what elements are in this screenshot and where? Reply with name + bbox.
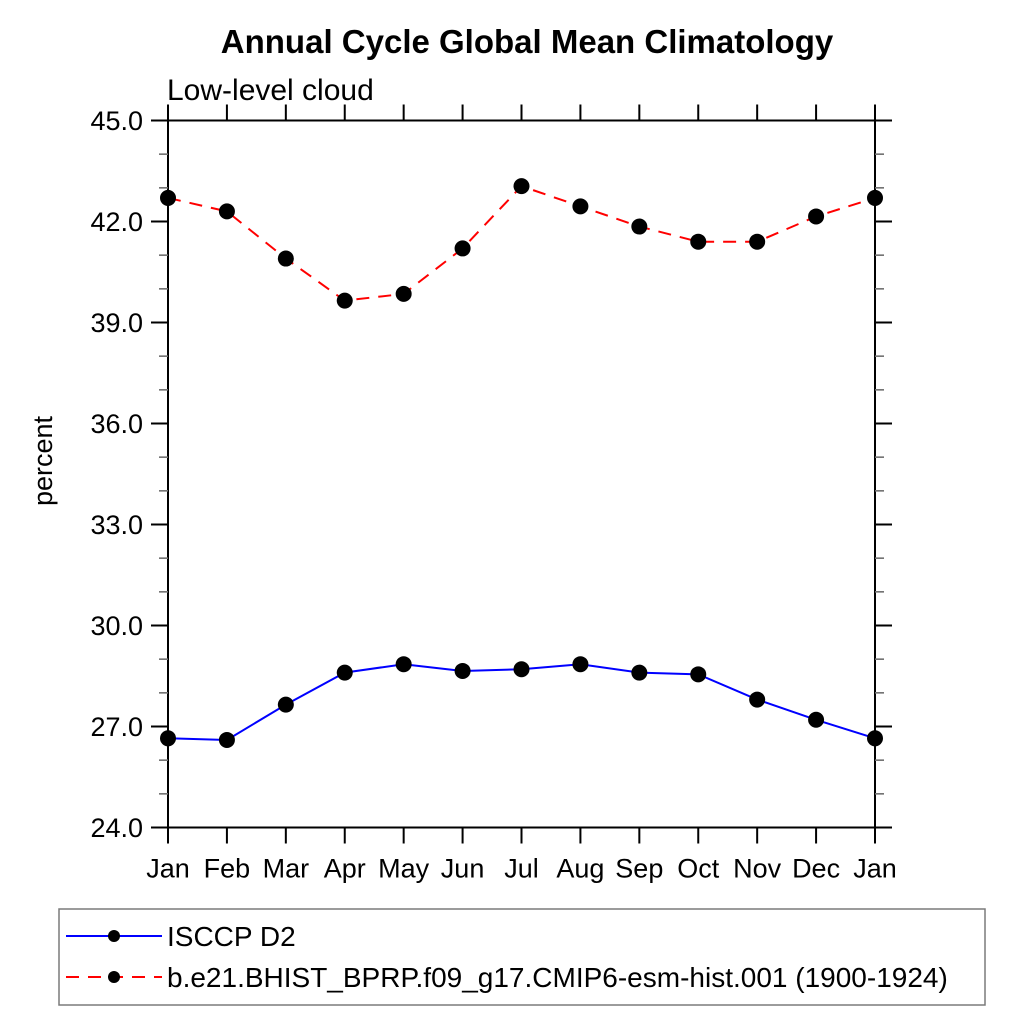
data-point-marker — [395, 656, 412, 673]
data-point-marker — [867, 730, 883, 747]
x-tick-label: Jun — [441, 854, 485, 884]
data-point-marker — [690, 666, 707, 683]
x-tick-label: Aug — [556, 854, 604, 884]
y-tick-label: 33.0 — [90, 510, 143, 540]
chart-subtitle: Low-level cloud — [167, 74, 374, 107]
x-tick-label: Oct — [677, 854, 720, 884]
series-group — [160, 178, 883, 748]
data-point-marker — [336, 292, 353, 309]
data-point-marker — [454, 240, 471, 257]
y-axis-label: percent — [28, 415, 58, 506]
data-point-marker — [572, 198, 589, 215]
data-point-marker — [808, 208, 825, 225]
data-point-marker — [749, 233, 766, 250]
data-point-marker — [277, 696, 294, 713]
legend-marker-circle — [108, 930, 120, 942]
data-point-marker — [395, 285, 412, 302]
y-tick-label: 36.0 — [90, 409, 143, 439]
data-point-marker — [690, 233, 707, 250]
data-point-marker — [513, 661, 530, 678]
x-tick-label: Sep — [615, 854, 663, 884]
x-tick-label: Feb — [204, 854, 251, 884]
y-tick-label: 39.0 — [90, 308, 143, 338]
legend: ISCCP D2 b.e21.BHIST_BPRP.f09_g17.CMIP6-… — [58, 908, 986, 1006]
data-point-marker — [336, 664, 353, 681]
x-tick-label: Jul — [504, 854, 539, 884]
data-point-marker — [572, 656, 589, 673]
y-tick-label: 24.0 — [90, 813, 143, 843]
data-point-marker — [513, 178, 530, 195]
x-tick-label: May — [378, 854, 430, 884]
x-tick-label: Apr — [324, 854, 366, 884]
chart-title: Annual Cycle Global Mean Climatology — [221, 23, 834, 60]
axes-group: 24.0 27.0 30.0 33.0 36.0 39.0 42.0 45.0 Jan Feb Ma… — [90, 104, 897, 884]
data-point-marker — [631, 218, 648, 235]
data-point-marker — [218, 731, 235, 748]
x-tick-label: Nov — [733, 854, 782, 884]
legend-marker-circle — [108, 971, 120, 983]
data-point-marker — [160, 730, 176, 747]
x-tick-label: Dec — [792, 854, 840, 884]
plot-frame — [167, 119, 876, 829]
y-tick-label: 27.0 — [90, 712, 143, 742]
y-tick-label: 45.0 — [90, 106, 143, 136]
data-point-marker — [867, 189, 883, 206]
legend-box — [58, 908, 986, 1006]
data-point-marker — [749, 691, 766, 708]
y-tick-label: 42.0 — [90, 207, 143, 237]
y-tick-label: 30.0 — [90, 611, 143, 641]
x-tick-label: Jan — [853, 854, 897, 884]
data-point-marker — [218, 203, 235, 220]
series-line — [167, 184, 876, 302]
data-point-marker — [808, 711, 825, 728]
data-point-marker — [454, 662, 471, 679]
x-tick-label: Mar — [263, 854, 310, 884]
data-point-marker — [631, 664, 648, 681]
x-tick-label: Jan — [146, 854, 190, 884]
data-point-marker — [277, 250, 294, 267]
legend-label-model: b.e21.BHIST_BPRP.f09_g17.CMIP6-esm-hist.… — [167, 962, 948, 993]
data-point-marker — [160, 189, 176, 206]
legend-label-isccp: ISCCP D2 — [167, 921, 296, 952]
